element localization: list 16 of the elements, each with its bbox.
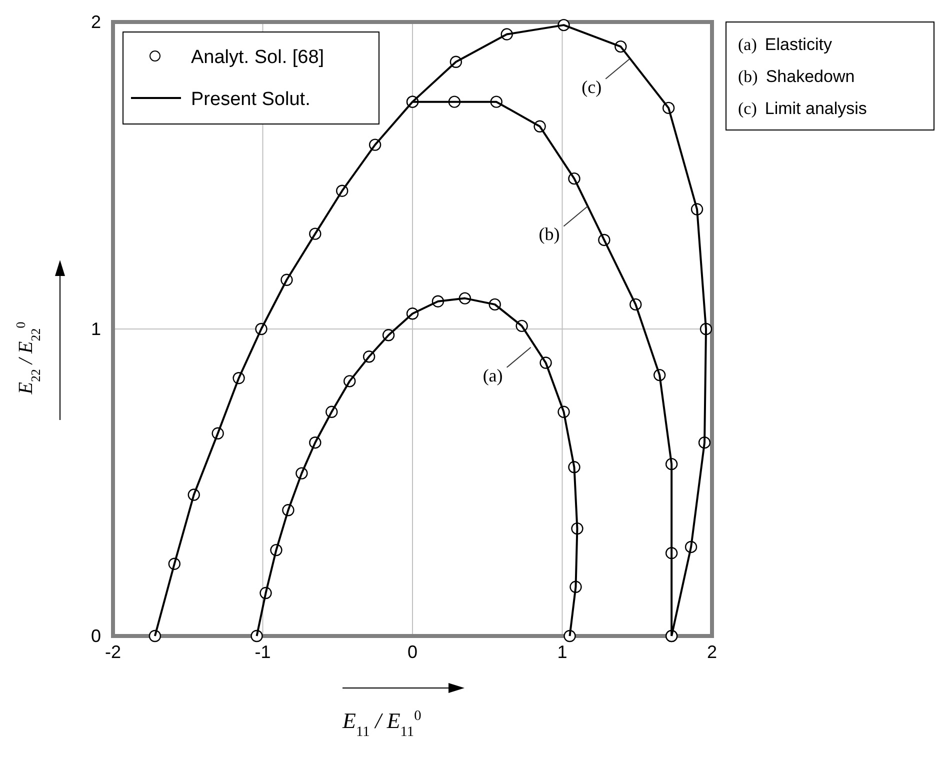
y-tick-label: 2	[90, 12, 101, 32]
annotation: (b)	[538, 224, 560, 244]
x-tick-label: 1	[557, 642, 568, 662]
x-tick-label: -2	[104, 642, 122, 662]
annotation: (a)	[482, 365, 503, 386]
legend-label: Present Solut.	[191, 89, 310, 110]
text: (b) Shakedown	[738, 67, 855, 86]
text: (a) Elasticity	[738, 35, 832, 54]
x-tick-label: 2	[706, 642, 718, 662]
y-tick-label: 1	[90, 319, 101, 339]
annotation: (c)	[582, 76, 602, 97]
x-tick-label: 0	[407, 642, 418, 662]
text: (c) Limit analysis	[738, 99, 867, 118]
legend-label: Analyt. Sol. [68]	[191, 47, 324, 68]
y-tick-label: 0	[90, 626, 101, 646]
x-tick-label: -1	[254, 642, 271, 662]
